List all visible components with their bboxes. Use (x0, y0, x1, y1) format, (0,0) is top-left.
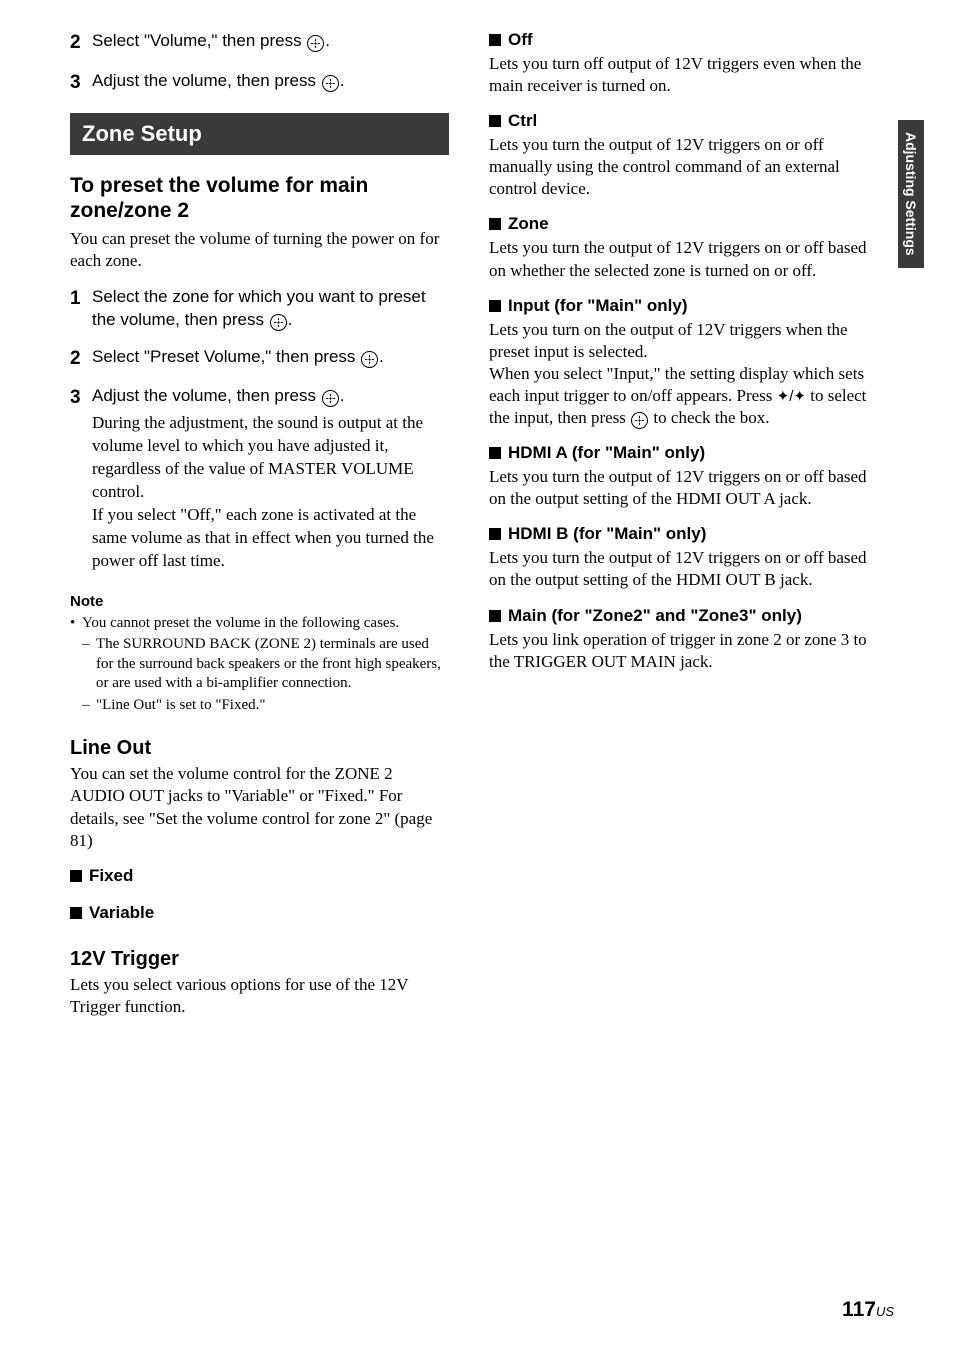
enter-icon (361, 351, 378, 368)
step-1-select-zone: 1 Select the zone for which you want to … (70, 286, 449, 332)
step-text: Adjust the volume, then press . During t… (92, 385, 449, 573)
step-tail: . (379, 347, 384, 366)
square-icon (489, 34, 501, 46)
hdmi-b-para: Lets you turn the output of 12V triggers… (489, 547, 868, 591)
line-out-heading: Line Out (70, 737, 449, 760)
note-bullet: • You cannot preset the volume in the fo… (70, 614, 449, 634)
note-bullet-text: You cannot preset the volume in the foll… (82, 614, 399, 634)
enter-icon (270, 314, 287, 331)
square-icon (489, 447, 501, 459)
note-dash-1: – The SURROUND BACK (ZONE 2) terminals a… (70, 635, 449, 694)
step-text-main: Adjust the volume, then press (92, 386, 321, 405)
step-text: Select "Preset Volume," then press . (92, 346, 449, 369)
input-p2c: to check the box. (649, 408, 769, 427)
main-label: Main (for "Zone2" and "Zone3" only) (508, 606, 802, 626)
step-tail: . (288, 310, 293, 329)
preset-volume-heading: To preset the volume for main zone/zone … (70, 173, 449, 223)
step-text: Select "Volume," then press . (92, 30, 449, 53)
enter-icon (307, 35, 324, 52)
step-2-volume: 2 Select "Volume," then press . (70, 30, 449, 56)
square-icon (489, 528, 501, 540)
line-out-para: You can set the volume control for the Z… (70, 763, 449, 851)
step-number: 3 (70, 70, 92, 96)
zone-heading: Zone (489, 214, 868, 234)
variable-label: Variable (89, 903, 154, 923)
input-label: Input (for "Main" only) (508, 296, 687, 316)
note-dash-text: "Line Out" is set to "Fixed." (96, 696, 265, 716)
hdmi-b-label: HDMI B (for "Main" only) (508, 524, 706, 544)
off-heading: Off (489, 30, 868, 50)
step-3-adjust: 3 Adjust the volume, then press . (70, 70, 449, 96)
step-number: 2 (70, 30, 92, 56)
step-tail: . (325, 31, 330, 50)
main-heading: Main (for "Zone2" and "Zone3" only) (489, 606, 868, 626)
square-icon (489, 218, 501, 230)
page-number-suffix: US (876, 1304, 894, 1319)
right-column: Off Lets you turn off output of 12V trig… (489, 30, 894, 1032)
zone-para: Lets you turn the output of 12V triggers… (489, 237, 868, 281)
trigger-para: Lets you select various options for use … (70, 974, 449, 1018)
enter-icon (631, 412, 648, 429)
preset-volume-intro: You can preset the volume of turning the… (70, 228, 449, 272)
note-dash-text: The SURROUND BACK (ZONE 2) terminals are… (96, 635, 449, 694)
step-text-main: Select "Volume," then press (92, 31, 306, 50)
note-list: • You cannot preset the volume in the fo… (70, 614, 449, 716)
input-para: Lets you turn on the output of 12V trigg… (489, 319, 868, 429)
ctrl-heading: Ctrl (489, 111, 868, 131)
hdmi-a-heading: HDMI A (for "Main" only) (489, 443, 868, 463)
hdmi-a-para: Lets you turn the output of 12V triggers… (489, 466, 868, 510)
bullet-icon: • (70, 614, 82, 634)
trigger-heading: 12V Trigger (70, 948, 449, 971)
step-text-main: Select the zone for which you want to pr… (92, 287, 426, 329)
variable-heading: Variable (70, 903, 449, 923)
step-text-main: Select "Preset Volume," then press (92, 347, 360, 366)
input-heading: Input (for "Main" only) (489, 296, 868, 316)
step-tail: . (340, 386, 345, 405)
step-text: Select the zone for which you want to pr… (92, 286, 449, 332)
ctrl-label: Ctrl (508, 111, 537, 131)
note-heading: Note (70, 593, 449, 610)
page-number: 117US (842, 1298, 894, 1322)
step-number: 1 (70, 286, 92, 312)
step-text: Adjust the volume, then press . (92, 70, 449, 93)
fixed-heading: Fixed (70, 866, 449, 886)
step-number: 2 (70, 346, 92, 372)
off-label: Off (508, 30, 533, 50)
main-para: Lets you link operation of trigger in zo… (489, 629, 868, 673)
fixed-label: Fixed (89, 866, 133, 886)
step-2-preset-volume: 2 Select "Preset Volume," then press . (70, 346, 449, 372)
hdmi-a-label: HDMI A (for "Main" only) (508, 443, 705, 463)
dash-icon: – (82, 635, 96, 694)
step-text-main: Adjust the volume, then press (92, 71, 321, 90)
up-down-arrow-icon: ✦/✦ (777, 388, 806, 405)
page-number-value: 117 (842, 1298, 876, 1321)
input-p1: Lets you turn on the output of 12V trigg… (489, 320, 848, 361)
step-number: 3 (70, 385, 92, 411)
left-column: 2 Select "Volume," then press . 3 Adjust… (70, 30, 449, 1032)
dash-icon: – (82, 696, 96, 716)
step-3-adjust-preset: 3 Adjust the volume, then press . During… (70, 385, 449, 573)
content-columns: 2 Select "Volume," then press . 3 Adjust… (70, 30, 894, 1032)
zone-setup-heading: Zone Setup (70, 113, 449, 155)
square-icon (489, 610, 501, 622)
ctrl-para: Lets you turn the output of 12V triggers… (489, 134, 868, 200)
hdmi-b-heading: HDMI B (for "Main" only) (489, 524, 868, 544)
square-icon (70, 870, 82, 882)
note-dash-2: – "Line Out" is set to "Fixed." (70, 696, 449, 716)
side-tab: Adjusting Settings (898, 120, 924, 268)
step-tail: . (340, 71, 345, 90)
enter-icon (322, 75, 339, 92)
enter-icon (322, 390, 339, 407)
off-para: Lets you turn off output of 12V triggers… (489, 53, 868, 97)
step-description: During the adjustment, the sound is outp… (92, 412, 449, 573)
zone-label: Zone (508, 214, 549, 234)
square-icon (70, 907, 82, 919)
square-icon (489, 300, 501, 312)
square-icon (489, 115, 501, 127)
